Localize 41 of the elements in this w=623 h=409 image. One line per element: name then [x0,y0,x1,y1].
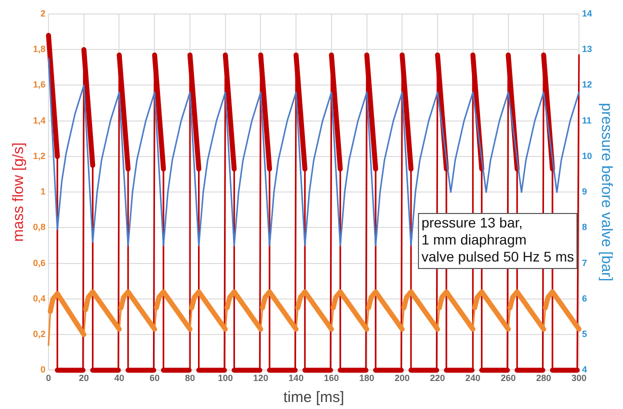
y-axis-title: mass flow [g/s] [10,142,28,242]
x-tick-label: 20 [78,373,89,384]
y-tick-label: 1,2 [32,150,46,161]
x-tick-label: 280 [536,373,552,384]
y-tick-label: 1 [40,186,46,197]
y2-tick-label: 7 [582,258,588,268]
x-tick-label: 40 [114,373,124,384]
y2-tick-label: 13 [582,44,592,54]
y-tick-label: 0,4 [32,293,46,304]
y2-tick-label: 4 [582,364,588,375]
y-tick-label: 0,8 [32,222,46,232]
y2-tick-label: 10 [582,150,592,161]
x-tick-label: 180 [359,373,374,384]
y2-tick-label: 12 [582,80,592,90]
y2-tick-label: 9 [582,186,588,197]
y-tick-label: 1,6 [32,80,46,90]
y-tick-label: 0,6 [32,258,46,268]
y-tick-label: 1,8 [32,44,46,54]
y-tick-label: 0,2 [32,329,46,340]
x-tick-label: 160 [324,373,339,384]
y2-tick-label: 8 [582,222,588,232]
x-tick-label: 240 [465,373,480,384]
y2-axis-title: pressure before valve [bar] [598,102,615,282]
y-tick-label: 0 [40,364,46,375]
x-tick-label: 120 [253,373,268,384]
y-tick-label: 2 [40,8,46,18]
x-tick-label: 100 [218,373,233,384]
annotation: pressure 13 bar, 1 mm diaphragm valve pulsed 50 Hz 5 ms [421,214,574,264]
y-tick-label: 1,4 [32,115,46,126]
y2-tick-label: 5 [582,329,588,340]
x-tick-label: 80 [184,373,195,384]
y2-tick-label: 14 [582,8,592,18]
x-tick-label: 140 [288,373,304,384]
x-tick-label: 60 [150,373,160,384]
y2-tick-label: 11 [582,115,592,126]
x-tick-label: 260 [500,373,516,384]
x-tick-label: 300 [571,373,587,384]
x-axis-title: time [ms] [283,389,344,406]
x-tick-label: 220 [430,373,446,384]
y2-tick-label: 6 [582,293,588,304]
x-tick-label: 200 [394,373,410,384]
